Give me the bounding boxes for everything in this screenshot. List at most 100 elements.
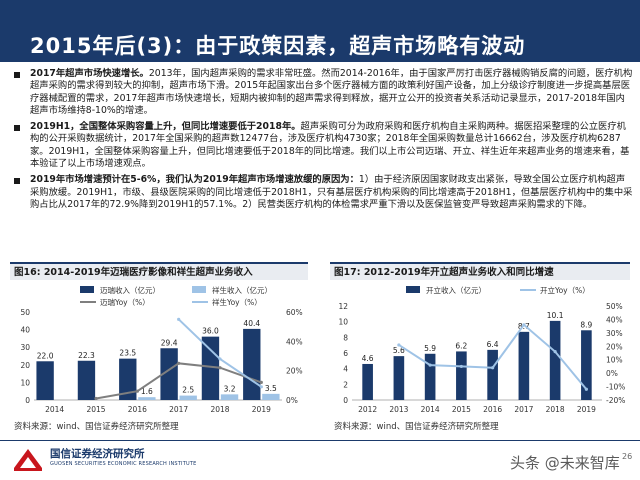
chart-title-right: 图17: 2012-2019年开立超声业务收入和同比增速 <box>330 262 630 280</box>
x-tick-label: 2017 <box>514 405 533 414</box>
y-left-tick-label: 0 <box>25 396 30 405</box>
bullet-item: 2019H1，全国整体采购容量上升，但同比增速要低于2018年。超声采购可分为政… <box>10 121 634 170</box>
y-right-tick-label: 10% <box>606 356 623 365</box>
data-label: 6.2 <box>455 341 467 350</box>
bullet-list: 2017年超声市场快速增长。2013年，国内超声采购的需求非常旺盛。然而2014… <box>10 68 634 215</box>
bullet-square-icon <box>14 72 20 78</box>
bar <box>36 361 54 400</box>
bar <box>160 348 178 400</box>
bullet-square-icon <box>14 125 20 132</box>
legend-swatch <box>80 286 94 293</box>
y-right-tick-label: 0% <box>286 396 298 405</box>
bullet-item: 2019年市场增速预计在5-6%，我们认为2019年超声市场增速放缓的原因为：1… <box>10 174 634 211</box>
y-left-tick-label: 20 <box>20 361 30 370</box>
bar <box>262 393 280 400</box>
bar <box>138 397 156 400</box>
mindray-sonoscape-chart: 迈瑞收入（亿元） 祥生收入（亿元） 迈瑞Yoy（%） 祥生Yoy（%） 0 10 20 30 4… <box>10 284 310 420</box>
y-left-tick-label: 10 <box>20 378 30 387</box>
bar <box>456 351 467 400</box>
data-label: 8.9 <box>580 320 592 329</box>
chart-left-svg: 迈瑞收入（亿元） 祥生收入（亿元） 迈瑞Yoy（%） 祥生Yoy（%） 0 10 20 30 4… <box>20 285 303 414</box>
x-tick-label: 2015 <box>452 405 471 414</box>
legend-label: 开立Yoy（%） <box>540 285 590 295</box>
x-tick-label: 2017 <box>169 405 188 414</box>
data-label: 4.6 <box>362 354 374 363</box>
legend-label: 祥生Yoy（%） <box>212 297 262 307</box>
data-label: 6.4 <box>487 340 499 349</box>
line-point <box>397 343 401 347</box>
line-point <box>94 396 98 401</box>
bar <box>362 363 373 400</box>
y-left-tick-label: 0 <box>343 396 348 405</box>
line-point <box>177 317 181 321</box>
line-point <box>553 350 557 354</box>
bullet-text: 超声采购可分为政府采购和医疗机构自主采购两种。据医招采整理的公立医疗机构的公开采… <box>30 121 630 170</box>
x-tick-label: 2019 <box>252 405 271 414</box>
org-name-en: GUOSEN SECURITIES ECONOMIC RESEARCH INST… <box>50 461 197 467</box>
line-point <box>491 366 495 370</box>
y-right-tick-label: -10% <box>606 383 625 392</box>
sonoscape-chart: 开立收入（亿元） 开立Yoy（%） 0 2 4 6 8 10 12 -20% -10% 0% 10% 20… <box>330 284 632 420</box>
line-point <box>259 380 263 384</box>
data-label: 22.3 <box>78 351 95 360</box>
line-point <box>177 361 181 365</box>
legend-swatch <box>406 286 420 293</box>
x-tick-label: 2018 <box>210 405 229 414</box>
y-left-tick-label: 40 <box>20 326 30 335</box>
source-note-right: 资料来源：wind、国信证券经济研究所整理 <box>334 422 499 432</box>
watermark: 头条 @未来智库 <box>510 454 620 472</box>
x-tick-label: 2012 <box>358 405 377 414</box>
data-label: 5.9 <box>424 344 436 353</box>
bar <box>581 330 592 400</box>
bar <box>119 358 137 400</box>
line-point <box>218 366 222 370</box>
legend-label: 祥生收入（亿元） <box>212 285 272 295</box>
line-point <box>584 387 588 391</box>
data-label: 1.6 <box>141 387 153 396</box>
line-point <box>218 357 222 361</box>
y-right-tick-label: 60% <box>286 308 303 317</box>
x-tick-label: 2014 <box>45 405 64 414</box>
y-right-tick-label: -20% <box>606 396 625 405</box>
y-left-tick-label: 10 <box>338 318 348 327</box>
bar <box>549 320 561 400</box>
bar <box>201 336 220 400</box>
bullet-text: 1）由于经济原因国家财政支出紧张，导致全国公立医疗机构超声采购放缓。2019H1… <box>30 174 633 210</box>
data-label: 40.4 <box>243 319 260 328</box>
line-point <box>259 385 263 389</box>
bullet-paragraph: 2017年超声市场快速增长。2013年，国内超声采购的需求非常旺盛。然而2014… <box>30 68 634 117</box>
chart-right-svg: 开立收入（亿元） 开立Yoy（%） 0 2 4 6 8 10 12 -20% -10% 0% 10% 20… <box>338 285 625 414</box>
legend-label: 迈瑞Yoy（%） <box>100 297 150 307</box>
y-left-tick-label: 6 <box>343 349 348 358</box>
y-right-tick-label: 40% <box>286 337 303 346</box>
legend-label: 开立收入（亿元） <box>426 285 486 295</box>
y-right-tick-label: 20% <box>286 367 303 376</box>
x-tick-label: 2018 <box>546 405 565 414</box>
bullet-lead: 2019H1，全国整体采购容量上升，但同比增速要低于2018年。 <box>30 121 301 133</box>
bullet-text: 2013年，国内超声采购的需求非常旺盛。然而2014-2016年，由于国家严厉打… <box>30 68 633 116</box>
bullet-lead: 2017年超声市场快速增长。 <box>30 68 149 79</box>
source-note-left: 资料来源：wind、国信证券经济研究所整理 <box>14 422 179 432</box>
footer-divider <box>0 440 640 441</box>
y-right-tick-label: 20% <box>606 342 623 351</box>
title-bar: 2015年后(3)：由于政策因素，超声市场略有波动 <box>0 0 640 62</box>
data-label: 2.5 <box>182 386 194 395</box>
y-right-tick-label: 30% <box>606 329 623 338</box>
y-left-tick-label: 50 <box>20 308 30 317</box>
bar <box>179 395 197 400</box>
line-point <box>428 363 432 367</box>
data-label: 10.1 <box>547 311 564 320</box>
bar <box>393 356 405 400</box>
x-tick-label: 2013 <box>389 405 408 414</box>
y-left-tick-label: 8 <box>343 333 348 342</box>
line-point <box>135 389 139 393</box>
data-label: 36.0 <box>202 327 219 336</box>
bar <box>243 328 261 400</box>
y-left-tick-label: 12 <box>338 302 348 311</box>
bar <box>487 349 498 400</box>
bullet-item: 2017年超声市场快速增长。2013年，国内超声采购的需求非常旺盛。然而2014… <box>10 68 634 117</box>
x-tick-label: 2016 <box>128 405 147 414</box>
line-point <box>522 323 526 327</box>
guosen-logo-icon <box>14 449 42 471</box>
y-right-tick-label: 40% <box>606 315 623 324</box>
